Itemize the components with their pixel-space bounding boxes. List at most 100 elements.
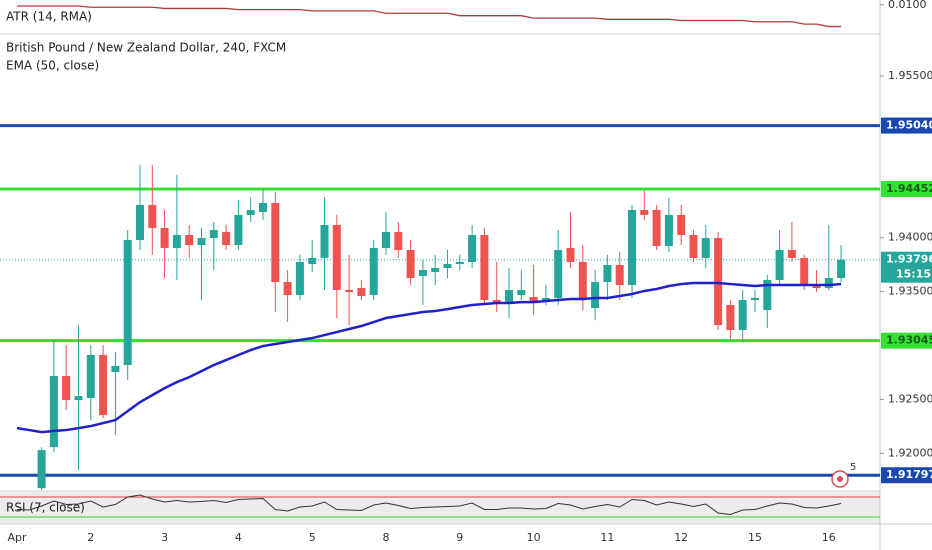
candle-body [172, 235, 181, 248]
x-tick-label: 5 [309, 531, 316, 544]
candle-body [738, 300, 747, 330]
level-label: 1.93045 [886, 334, 932, 347]
candle-body [677, 214, 686, 236]
x-tick-label: Apr [7, 531, 27, 544]
candle-body [628, 209, 636, 286]
candle-body [160, 227, 169, 248]
candle-body [837, 259, 846, 279]
candle-body [443, 264, 452, 268]
last-price-box [881, 251, 932, 283]
x-tick-label: 15 [748, 531, 762, 544]
candle-body [468, 235, 477, 262]
level-label: 1.95040 [886, 119, 932, 132]
candle-body [37, 450, 46, 489]
candle-body [824, 278, 833, 289]
candle-body [136, 204, 144, 240]
candle-body [295, 261, 304, 296]
event-icon-dot [837, 476, 843, 482]
candle-body [529, 297, 538, 303]
candle-body [369, 247, 378, 296]
x-tick-label: 4 [235, 531, 242, 544]
x-tick-label: 10 [527, 531, 541, 544]
candle-body [111, 366, 120, 373]
candle-body [382, 231, 390, 248]
x-tick-label: 8 [383, 531, 390, 544]
candle-body [615, 264, 624, 286]
level-label: 1.91797 [886, 468, 932, 481]
y-tick-label: 1.94000 [888, 231, 932, 244]
candle-body [554, 249, 563, 298]
last-price-label: 1.93796 [886, 253, 932, 266]
candle-body [517, 289, 526, 296]
candle-body [271, 202, 280, 283]
atr-label: ATR (14, RMA) [6, 10, 92, 24]
candle-body [49, 376, 58, 448]
candle-body [640, 209, 649, 215]
y-tick-label: 1.92000 [888, 446, 932, 459]
level-label-box [881, 467, 932, 484]
rsi-label: RSI (7, close) [6, 501, 85, 515]
candle-body [787, 249, 796, 258]
x-tick-label: 9 [456, 531, 463, 544]
y-tick-label: 1.93500 [888, 285, 932, 298]
y-tick-label: 1.92500 [888, 392, 932, 405]
candle-body [431, 267, 440, 272]
candle-body [394, 231, 403, 250]
candle-body [345, 289, 354, 293]
candle-body [259, 202, 267, 212]
candle-body [357, 288, 366, 297]
candle-body [234, 214, 243, 246]
atr-tick-label: 0.0100 [888, 0, 927, 11]
atr-line [17, 5, 842, 28]
level-label-box [881, 117, 932, 134]
candle-body [332, 224, 341, 290]
candle-body [603, 264, 612, 283]
x-tick-label: 11 [600, 531, 614, 544]
candle-body [763, 279, 772, 311]
rsi-line [16, 494, 842, 516]
candle-body [123, 239, 132, 366]
candle-body [74, 396, 83, 401]
x-tick-label: 12 [674, 531, 688, 544]
chart-title: British Pound / New Zealand Dollar, 240,… [6, 41, 286, 55]
candle-body [283, 282, 292, 296]
candle-body [689, 235, 698, 258]
candle-body [726, 304, 735, 330]
candle-body [775, 249, 784, 280]
candle-body [800, 257, 809, 286]
candle-body [664, 214, 673, 247]
candle-body [99, 355, 108, 416]
candle-body [62, 376, 71, 401]
level-label-box [881, 180, 932, 197]
candle-body [566, 247, 575, 262]
x-tick-label: 2 [87, 531, 94, 544]
candle-body [751, 297, 759, 301]
candle-body [185, 235, 194, 246]
candle-body [652, 209, 661, 247]
candle-body [701, 238, 710, 258]
y-tick-label: 1.95500 [888, 69, 932, 82]
candle-body [209, 229, 218, 239]
level-label-box [881, 332, 932, 349]
candle-body [148, 204, 157, 228]
ema-line [16, 281, 842, 434]
candle-body [455, 261, 464, 265]
x-tick-label: 16 [822, 531, 836, 544]
ema-label: EMA (50, close) [6, 59, 99, 73]
candle-body [418, 270, 427, 276]
countdown-label: 15:15 [896, 268, 931, 281]
candle-body [222, 231, 231, 246]
level-label: 1.94452 [886, 182, 932, 195]
event-badge: 5 [850, 462, 856, 473]
candle-body [480, 235, 489, 301]
candle-body [246, 209, 255, 215]
candle-body [86, 355, 95, 399]
candle-body [812, 285, 821, 289]
candle-body [320, 224, 329, 258]
candle-body [591, 282, 600, 308]
candle-body [492, 300, 501, 303]
candle-body [714, 238, 723, 326]
candle-body [505, 289, 513, 303]
